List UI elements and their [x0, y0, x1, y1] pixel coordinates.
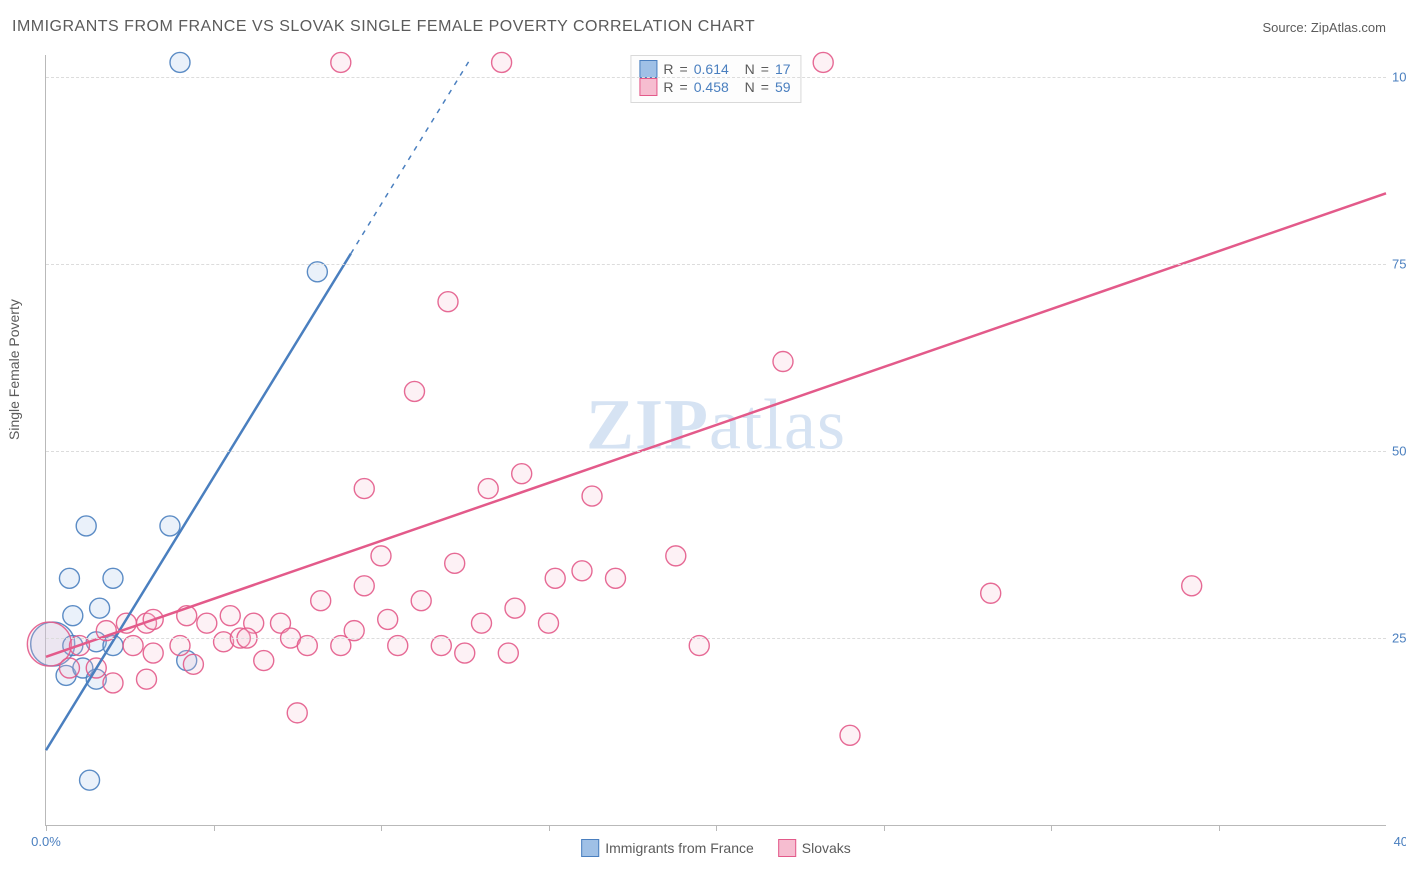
data-point	[143, 643, 163, 663]
data-point	[354, 479, 374, 499]
data-point	[287, 703, 307, 723]
data-point	[981, 583, 1001, 603]
data-point	[103, 568, 123, 588]
equals-sign: =	[761, 79, 769, 95]
gridline	[46, 638, 1386, 639]
source-attribution: Source: ZipAtlas.com	[1262, 20, 1386, 35]
data-point	[103, 673, 123, 693]
data-point	[545, 568, 565, 588]
swatch-slovaks	[639, 78, 657, 96]
n-label: N	[745, 79, 755, 95]
series-legend: Immigrants from France Slovaks	[581, 839, 851, 857]
series-label-slovaks: Slovaks	[802, 840, 851, 856]
r-label: R	[663, 61, 673, 77]
data-point	[137, 669, 157, 689]
data-point	[76, 516, 96, 536]
x-tick-mark	[46, 825, 47, 831]
chart-page: IMMIGRANTS FROM FRANCE VS SLOVAK SINGLE …	[0, 0, 1406, 892]
data-point	[183, 654, 203, 674]
x-tick-mark	[381, 825, 382, 831]
data-point	[478, 479, 498, 499]
data-point	[90, 598, 110, 618]
data-point	[80, 770, 100, 790]
legend-row-france: R = 0.614 N = 17	[639, 60, 790, 78]
data-point	[505, 598, 525, 618]
data-point	[840, 725, 860, 745]
x-tick-mark	[1219, 825, 1220, 831]
plot-area: ZIPatlas R = 0.614 N = 17 R = 0.458 N	[45, 55, 1386, 826]
data-point	[492, 52, 512, 72]
swatch-slovaks	[778, 839, 796, 857]
x-tick-mark	[716, 825, 717, 831]
gridline	[46, 77, 1386, 78]
data-point	[59, 658, 79, 678]
data-point	[220, 606, 240, 626]
data-point	[170, 52, 190, 72]
data-point	[582, 486, 602, 506]
x-tick-mark	[1051, 825, 1052, 831]
data-point	[498, 643, 518, 663]
data-point	[572, 561, 592, 581]
source-link[interactable]: ZipAtlas.com	[1311, 20, 1386, 35]
y-tick-label: 100.0%	[1392, 70, 1406, 85]
data-point	[666, 546, 686, 566]
data-point	[1182, 576, 1202, 596]
y-axis-label: Single Female Poverty	[6, 299, 22, 440]
data-point	[371, 546, 391, 566]
data-point	[331, 52, 351, 72]
data-point	[197, 613, 217, 633]
data-point	[472, 613, 492, 633]
data-point	[59, 568, 79, 588]
x-tick-label-min: 0.0%	[31, 834, 61, 849]
data-point	[773, 352, 793, 372]
data-point	[539, 613, 559, 633]
x-tick-label-max: 40.0%	[1394, 834, 1406, 849]
data-point	[354, 576, 374, 596]
x-tick-mark	[214, 825, 215, 831]
swatch-france	[581, 839, 599, 857]
data-point	[813, 52, 833, 72]
r-value-france: 0.614	[694, 61, 729, 77]
gridline	[46, 264, 1386, 265]
swatch-france	[639, 60, 657, 78]
data-point	[160, 516, 180, 536]
data-point	[606, 568, 626, 588]
data-point	[411, 591, 431, 611]
n-value-france: 17	[775, 61, 791, 77]
equals-sign: =	[680, 79, 688, 95]
data-point	[438, 292, 458, 312]
n-value-slovaks: 59	[775, 79, 791, 95]
y-tick-label: 75.0%	[1392, 257, 1406, 272]
source-prefix: Source:	[1262, 20, 1310, 35]
gridline	[46, 451, 1386, 452]
data-point	[455, 643, 475, 663]
data-point	[405, 381, 425, 401]
legend-row-slovaks: R = 0.458 N = 59	[639, 78, 790, 96]
series-label-france: Immigrants from France	[605, 840, 754, 856]
n-label: N	[745, 61, 755, 77]
chart-title: IMMIGRANTS FROM FRANCE VS SLOVAK SINGLE …	[12, 18, 755, 36]
data-point	[378, 609, 398, 629]
y-tick-label: 50.0%	[1392, 444, 1406, 459]
data-point	[445, 553, 465, 573]
equals-sign: =	[680, 61, 688, 77]
x-tick-mark	[549, 825, 550, 831]
trend-line	[46, 254, 351, 751]
r-label: R	[663, 79, 673, 95]
r-value-slovaks: 0.458	[694, 79, 729, 95]
legend-item-france: Immigrants from France	[581, 839, 754, 857]
x-tick-mark	[884, 825, 885, 831]
data-point	[63, 606, 83, 626]
data-point	[311, 591, 331, 611]
data-point	[512, 464, 532, 484]
trend-line-extrapolated	[351, 57, 472, 253]
data-point	[254, 651, 274, 671]
chart-svg	[46, 55, 1386, 825]
equals-sign: =	[761, 61, 769, 77]
correlation-legend: R = 0.614 N = 17 R = 0.458 N = 59	[630, 55, 801, 103]
y-tick-label: 25.0%	[1392, 631, 1406, 646]
legend-item-slovaks: Slovaks	[778, 839, 851, 857]
